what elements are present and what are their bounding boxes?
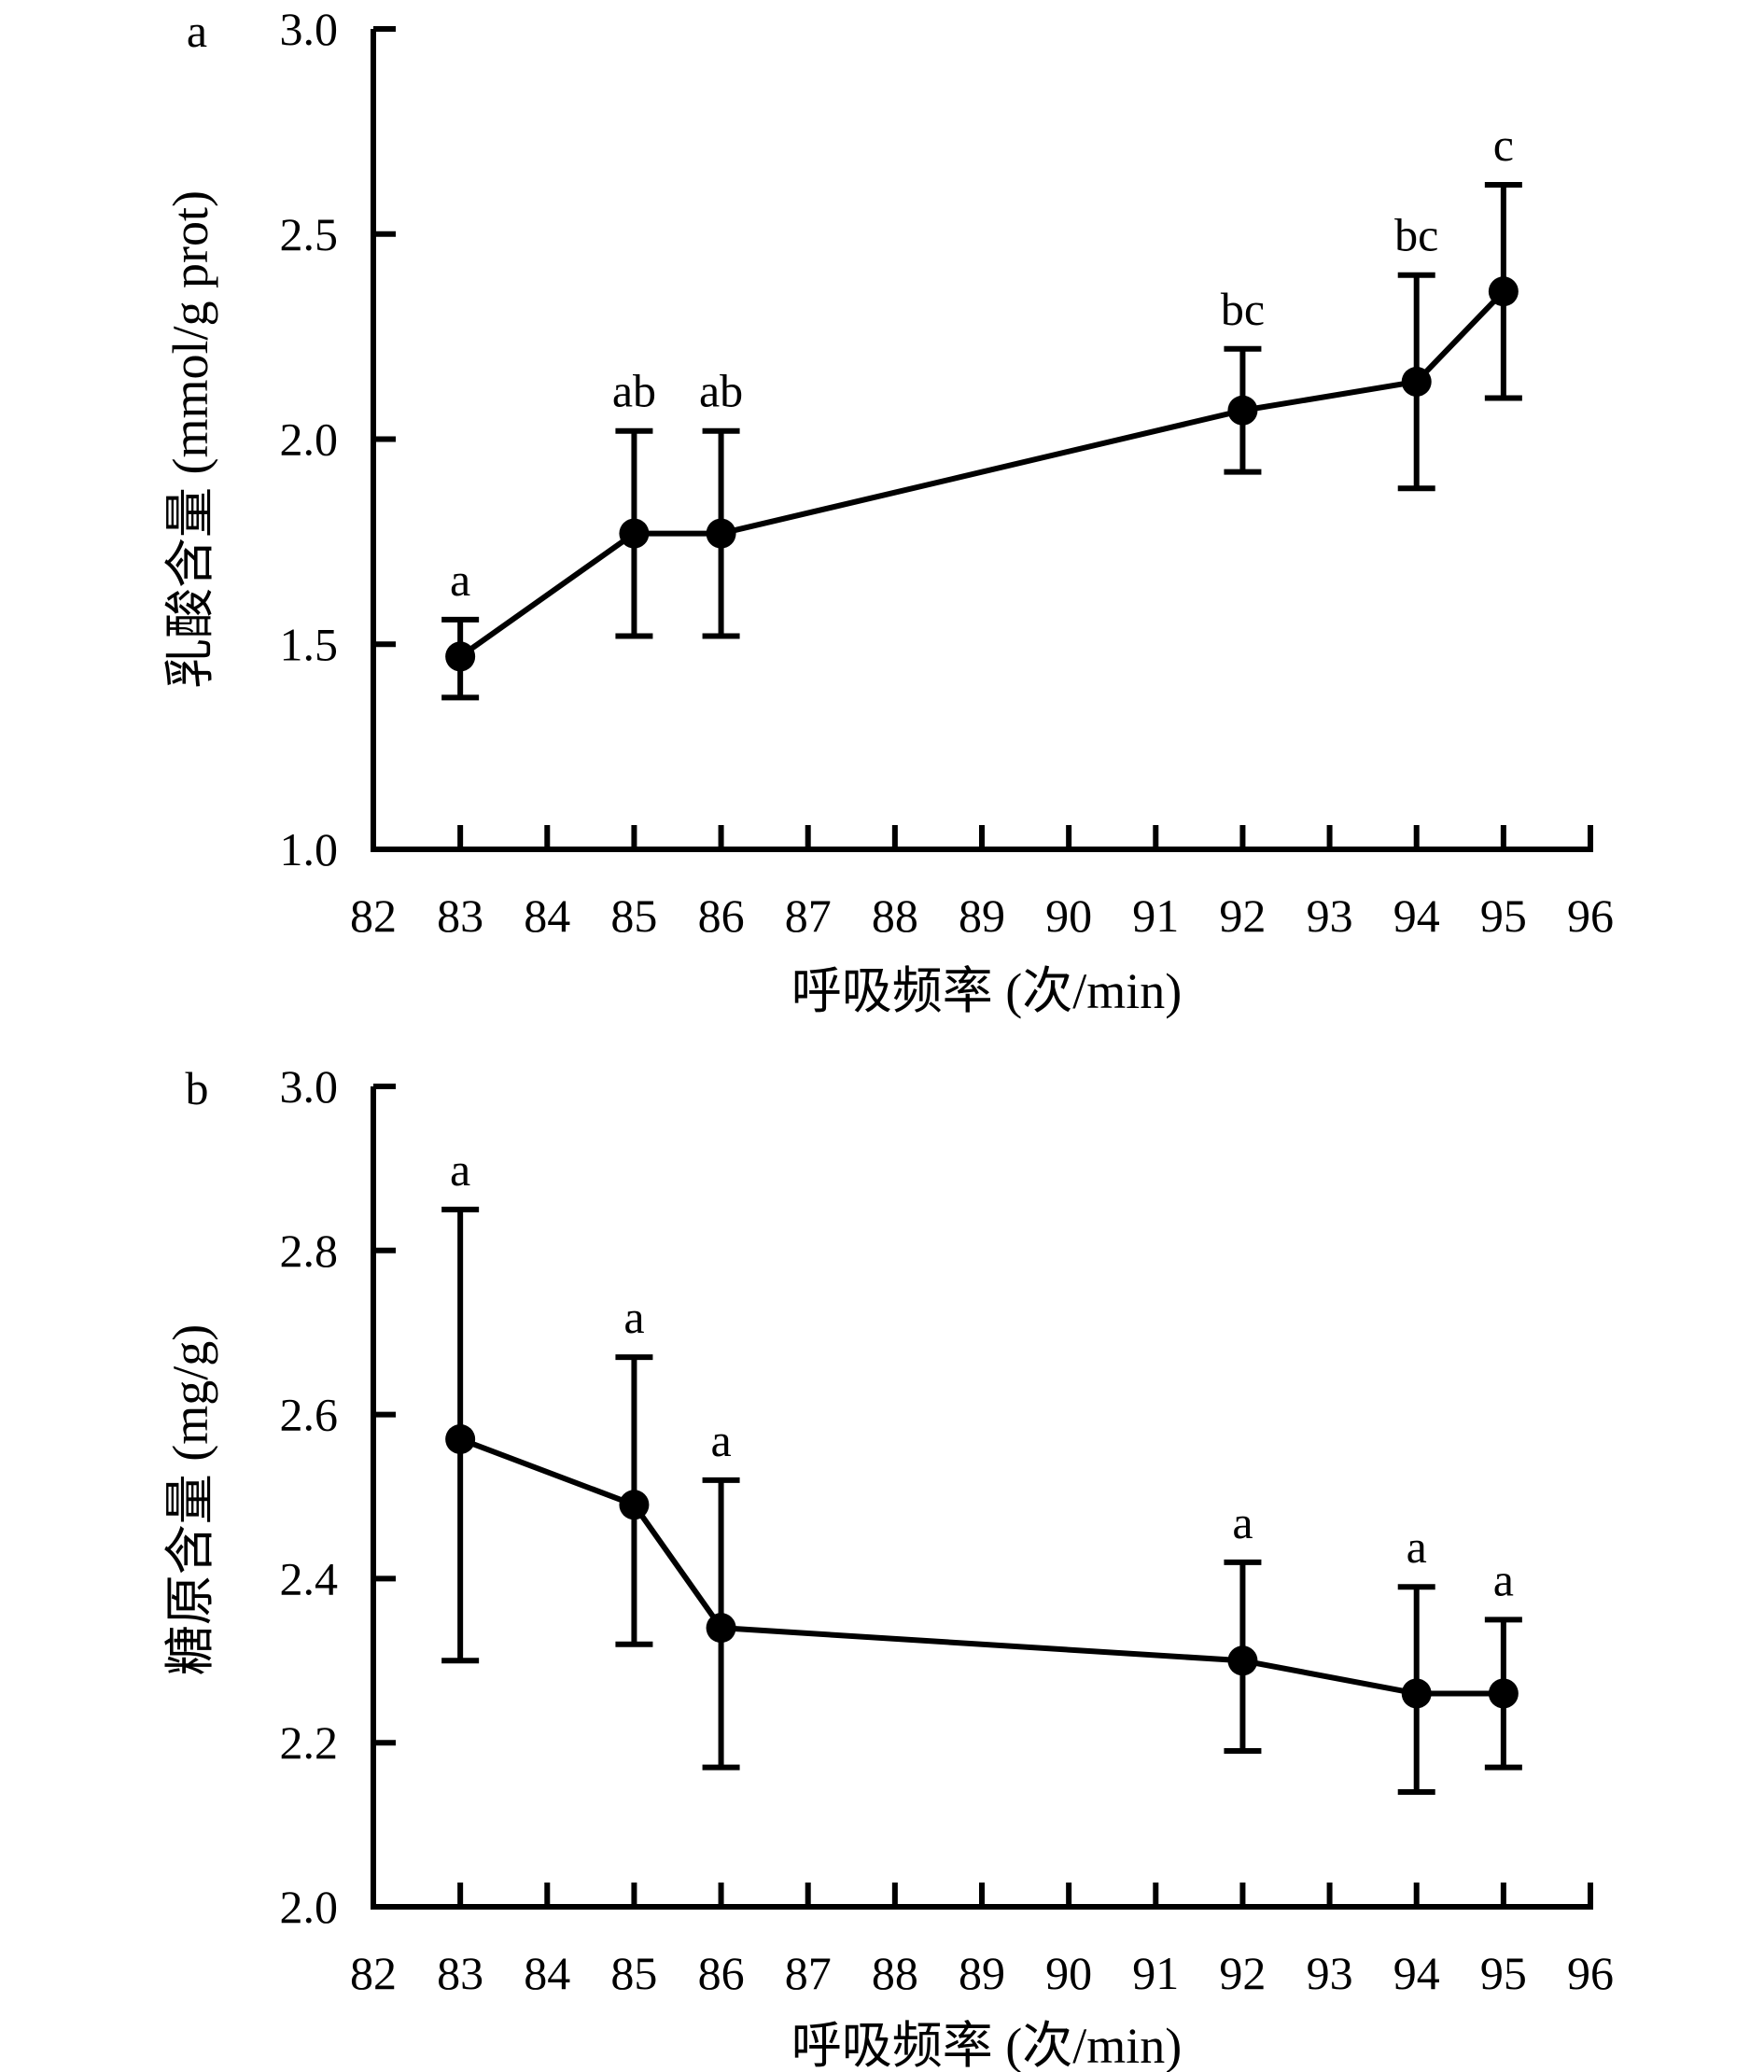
data-point <box>1401 366 1432 397</box>
x-tick-label: 92 <box>1219 889 1266 942</box>
y-axis-label: 乳酸含量 (mmol/g prot) <box>162 190 218 689</box>
significance-label: a <box>1407 1520 1427 1573</box>
significance-label: a <box>450 553 470 606</box>
chart-panel-a: 1.0 1.5 2.0 2.5 3.0 82 83 84 85 86 87 88 89 90 91 92 93 9… <box>162 3 1614 1019</box>
x-tick-label: 88 <box>872 1947 918 1999</box>
x-tick-label: 89 <box>959 889 1005 942</box>
x-tick-label: 85 <box>610 1947 657 1999</box>
series-line <box>458 289 1506 659</box>
x-tick-label: 83 <box>437 1947 483 1999</box>
x-tick-label: 90 <box>1045 889 1092 942</box>
x-tick-label: 95 <box>1480 889 1527 942</box>
x-axis-label: 呼吸频率 (次/min) <box>791 963 1182 1019</box>
x-tick-label: 94 <box>1393 1947 1440 1999</box>
data-point <box>445 641 476 672</box>
y-tick-label: 2.0 <box>280 413 339 466</box>
x-tick-label: 87 <box>785 889 832 942</box>
chart-panel-b: 2.0 2.2 2.4 2.6 2.8 3.0 82 83 84 85 86 87 88 89 90 91 92… <box>162 1060 1614 2072</box>
data-point <box>619 1490 650 1520</box>
x-tick-label: 85 <box>610 889 657 942</box>
significance-label: c <box>1493 119 1514 171</box>
x-tick-label: 88 <box>872 889 918 942</box>
panel-label: b <box>186 1062 209 1114</box>
x-tick-label: 86 <box>698 1947 745 1999</box>
significance-label: a <box>710 1414 731 1466</box>
x-tick-label: 90 <box>1045 1947 1092 1999</box>
x-tick-label: 95 <box>1480 1947 1527 1999</box>
y-tick-label: 1.0 <box>280 823 339 875</box>
x-tick-label: 94 <box>1393 889 1440 942</box>
x-tick-label: 84 <box>524 1947 570 1999</box>
y-tick-label: 2.8 <box>280 1225 339 1277</box>
significance-label: a <box>1493 1553 1514 1605</box>
data-point <box>1488 1678 1519 1709</box>
x-tick-label: 96 <box>1567 1947 1614 1999</box>
significance-label: a <box>450 1143 470 1196</box>
x-tick-label: 96 <box>1567 889 1614 942</box>
y-tick-label: 1.5 <box>280 618 339 670</box>
x-tick-label: 93 <box>1307 1947 1353 1999</box>
series-line <box>459 1436 1504 1697</box>
panel-label: a <box>187 5 207 57</box>
x-tick-label: 83 <box>437 889 483 942</box>
data-point <box>1227 395 1258 426</box>
data-point <box>619 518 650 549</box>
data-point <box>445 1423 476 1454</box>
x-tick-label: 84 <box>524 889 570 942</box>
y-tick-label: 2.2 <box>280 1716 339 1769</box>
data-point <box>706 518 736 549</box>
x-tick-label: 93 <box>1307 889 1353 942</box>
y-tick-label: 2.5 <box>280 208 339 260</box>
significance-label: ab <box>699 365 743 417</box>
significance-label: a <box>1232 1496 1253 1548</box>
significance-label: ab <box>612 365 656 417</box>
x-tick-label: 87 <box>785 1947 832 1999</box>
data-point <box>1488 276 1519 307</box>
significance-label: a <box>623 1291 644 1343</box>
x-axis-label: 呼吸频率 (次/min) <box>791 2018 1182 2072</box>
data-point <box>1227 1645 1258 1676</box>
y-tick-label: 2.6 <box>280 1389 339 1441</box>
x-tick-label: 89 <box>959 1947 1005 1999</box>
x-tick-label: 91 <box>1132 889 1179 942</box>
y-tick-label: 3.0 <box>280 1060 339 1113</box>
x-tick-label: 82 <box>350 1947 397 1999</box>
x-tick-label: 82 <box>350 889 397 942</box>
y-tick-label: 2.0 <box>280 1881 339 1933</box>
y-tick-label: 3.0 <box>280 3 339 55</box>
x-tick-label: 92 <box>1219 1947 1266 1999</box>
significance-label: bc <box>1221 283 1265 335</box>
data-point <box>1401 1678 1432 1709</box>
data-point <box>706 1613 736 1644</box>
significance-label: bc <box>1394 209 1438 261</box>
y-tick-label: 2.4 <box>280 1552 339 1604</box>
x-tick-label: 86 <box>698 889 745 942</box>
y-axis-label: 糖原含量 (mg/g) <box>162 1324 218 1675</box>
x-tick-label: 91 <box>1132 1947 1179 1999</box>
